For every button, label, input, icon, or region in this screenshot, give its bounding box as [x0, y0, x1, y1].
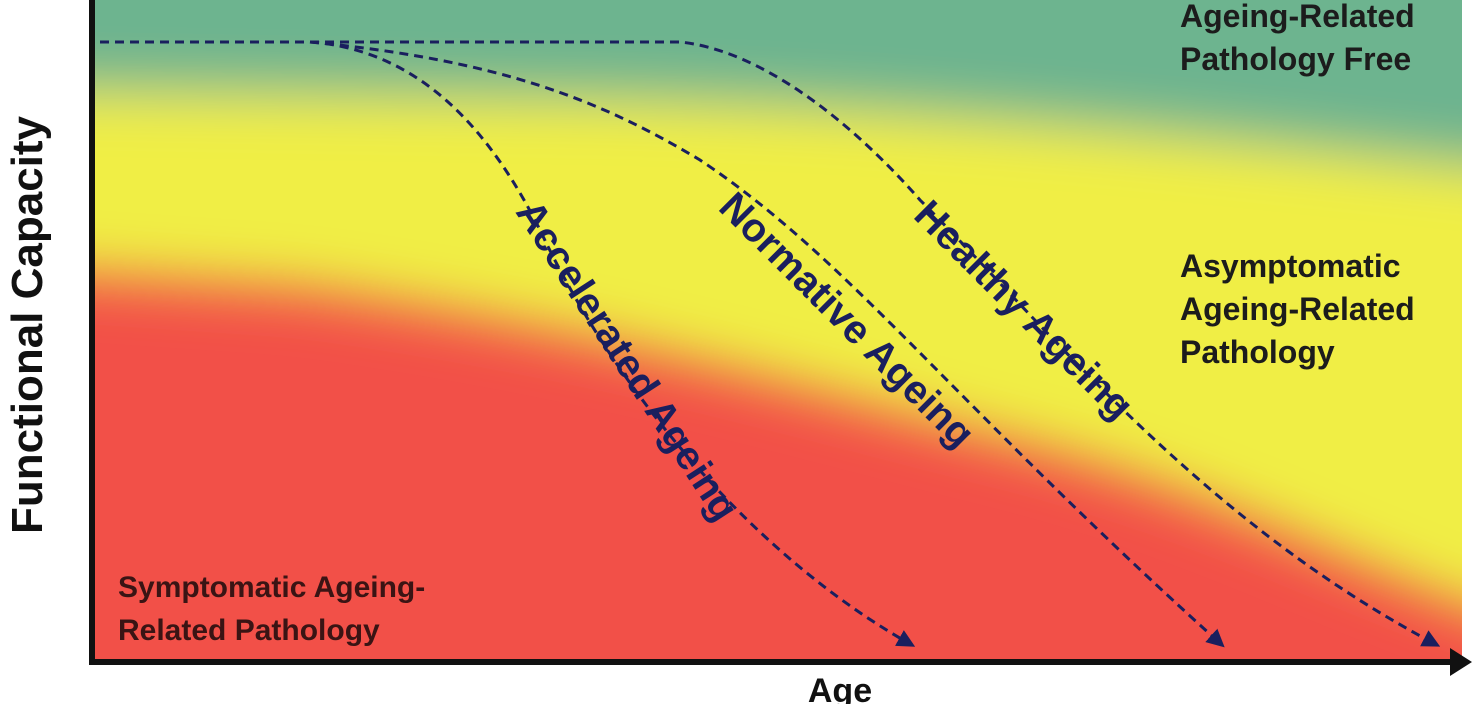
- x-axis-arrow: [1450, 648, 1472, 676]
- y-axis-label: Functional Capacity: [3, 115, 52, 534]
- x-axis-label: Age: [808, 672, 872, 704]
- axes: [89, 0, 1472, 676]
- zone-label: Ageing-Related: [1180, 291, 1415, 327]
- zone-label: Ageing-Related: [1180, 0, 1415, 34]
- zone-label: Pathology: [1180, 334, 1335, 370]
- zone-label: Related Pathology: [118, 614, 380, 647]
- zone-label: Symptomatic Ageing-: [118, 571, 425, 604]
- zone-label: Asymptomatic: [1180, 248, 1401, 284]
- zone-label: Pathology Free: [1180, 41, 1411, 77]
- accelerated-curve: [100, 40, 916, 647]
- healthy-curve: [310, 40, 1441, 647]
- trajectories: [100, 40, 1441, 648]
- normative-curve: [309, 40, 1225, 648]
